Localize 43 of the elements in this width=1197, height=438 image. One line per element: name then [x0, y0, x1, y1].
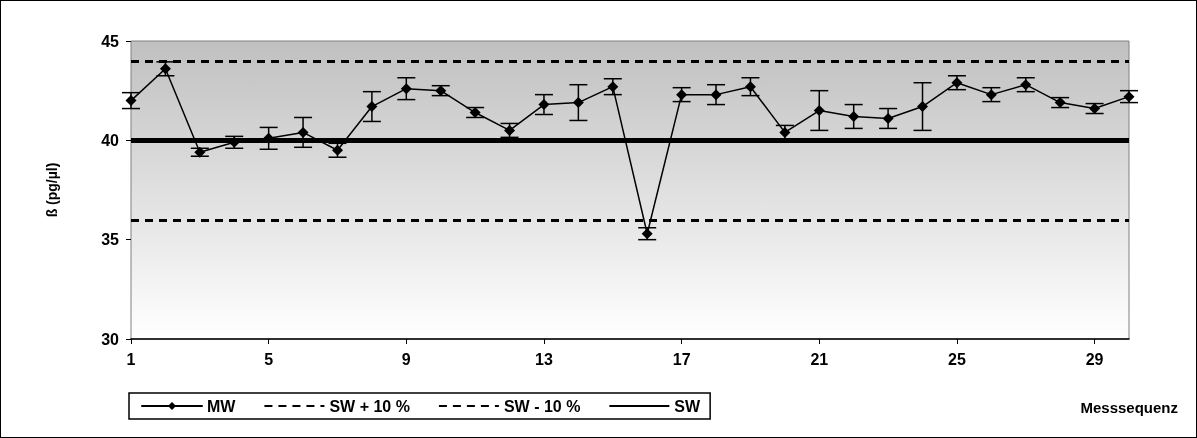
point	[366, 101, 378, 113]
point	[297, 126, 309, 138]
point	[572, 97, 584, 109]
x-tick-label: 13	[535, 350, 553, 368]
x-tick-label: 9	[401, 350, 411, 368]
point	[194, 146, 206, 158]
point	[951, 77, 963, 89]
point	[641, 228, 653, 240]
point	[848, 110, 860, 122]
point	[504, 124, 516, 136]
x-tick-label: 21	[810, 350, 829, 368]
point	[400, 83, 412, 95]
x-tick-label: 25	[948, 350, 966, 368]
point	[538, 99, 550, 111]
y-tick-label: 30	[101, 330, 120, 348]
legend-label: SW - 10 %	[503, 397, 581, 415]
point	[125, 95, 137, 107]
point	[435, 85, 447, 97]
legend-label: MW	[207, 397, 237, 415]
point	[917, 101, 929, 113]
point	[813, 105, 825, 117]
x-tick-label: 29	[1085, 350, 1104, 368]
y-axis-title: ß (pg/µl)	[44, 162, 60, 218]
point	[1020, 79, 1032, 91]
point	[779, 126, 791, 138]
legend-label: SW	[674, 397, 702, 415]
point	[676, 89, 688, 101]
point	[744, 81, 756, 93]
point	[882, 112, 894, 124]
legend-label: SW + 10 %	[329, 397, 410, 415]
point	[710, 89, 722, 101]
x-tick-label: 5	[264, 350, 274, 368]
point	[607, 81, 619, 93]
point	[159, 63, 171, 75]
point	[985, 89, 997, 101]
y-tick-label: 35	[101, 231, 120, 249]
x-tick-label: 17	[672, 350, 691, 368]
point	[1123, 91, 1135, 103]
y-tick-label: 40	[101, 131, 120, 149]
x-axis-title: Messsequenz	[1080, 399, 1179, 416]
y-tick-label: 45	[101, 32, 120, 50]
x-tick-label: 1	[126, 350, 136, 368]
point	[331, 144, 343, 156]
